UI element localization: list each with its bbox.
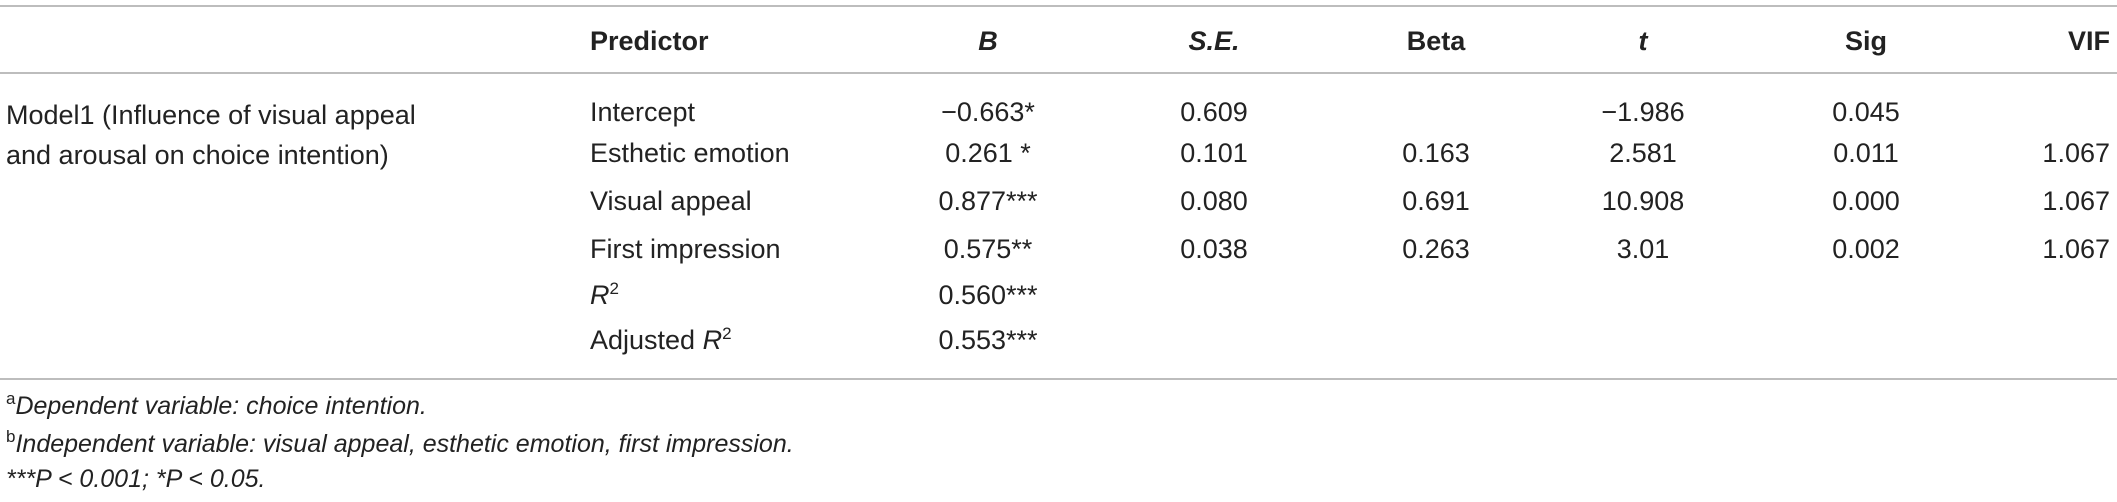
footnote-significance: ***P < 0.001; *P < 0.05. xyxy=(6,463,265,495)
row-esthetic-se: 0.101 xyxy=(1180,138,1248,168)
row-first-impression-b: 0.575** xyxy=(943,234,1033,264)
row-visual-se: 0.080 xyxy=(1180,186,1248,216)
footnote-b-marker: b xyxy=(6,427,16,446)
header-t: t xyxy=(1638,26,1648,56)
footnote-a-text: Dependent variable: choice intention. xyxy=(15,392,427,420)
adjusted-r2-prefix: Adjusted xyxy=(590,325,703,355)
row-intercept-predictor: Intercept xyxy=(590,97,696,127)
row-visual-vif: 1.067 xyxy=(2042,186,2110,216)
row-first-impression-sig: 0.002 xyxy=(1832,234,1900,264)
header-predictor: Predictor xyxy=(590,26,709,56)
adjusted-r2-symbol: R xyxy=(702,325,723,355)
row-r2-value: 0.560*** xyxy=(938,280,1038,310)
footnote-b-text: Independent variable: visual appeal, est… xyxy=(15,430,794,458)
row-intercept-b: −0.663* xyxy=(941,97,1035,127)
r2-symbol: R xyxy=(590,280,610,310)
row-visual-sig: 0.000 xyxy=(1832,186,1900,216)
row-esthetic-b: 0.261 * xyxy=(945,138,1031,168)
header-se: S.E. xyxy=(1188,26,1240,56)
row-visual-beta: 0.691 xyxy=(1402,186,1470,216)
row-first-impression-beta: 0.263 xyxy=(1402,234,1470,264)
footnote-b: bIndependent variable: visual appeal, es… xyxy=(6,428,794,460)
row-first-impression-se: 0.038 xyxy=(1180,234,1248,264)
row-visual-t: 10.908 xyxy=(1601,186,1685,216)
header-sig: Sig xyxy=(1844,26,1888,56)
row-visual-b: 0.877*** xyxy=(938,186,1038,216)
row-esthetic-predictor: Esthetic emotion xyxy=(590,138,790,168)
row-esthetic-vif: 1.067 xyxy=(2042,138,2110,168)
header-vif: VIF xyxy=(2067,26,2110,56)
row-first-impression-vif: 1.067 xyxy=(2042,234,2110,264)
model-label: Model1 (Influence of visual appeal and a… xyxy=(6,100,416,170)
row-intercept-t: −1.986 xyxy=(1601,97,1685,127)
table-top-rule xyxy=(0,5,2117,7)
footnote-a-marker: a xyxy=(6,389,16,408)
row-intercept-se: 0.609 xyxy=(1180,97,1248,127)
header-beta: Beta xyxy=(1406,26,1466,56)
row-esthetic-beta: 0.163 xyxy=(1402,138,1470,168)
row-first-impression-t: 3.01 xyxy=(1616,234,1670,264)
header-b: B xyxy=(978,26,998,56)
row-adjusted-r2-label: Adjusted R2 xyxy=(590,323,732,357)
table-header-rule xyxy=(0,72,2117,74)
row-intercept-sig: 0.045 xyxy=(1832,97,1900,127)
footnote-significance-text: ***P < 0.001; *P < 0.05. xyxy=(6,465,266,493)
r2-superscript: 2 xyxy=(609,279,619,298)
adjusted-r2-superscript: 2 xyxy=(722,324,732,343)
row-r2-label: R2 xyxy=(590,278,619,312)
row-esthetic-t: 2.581 xyxy=(1609,138,1677,168)
row-visual-predictor: Visual appeal xyxy=(590,186,752,216)
footnote-a: aDependent variable: choice intention. xyxy=(6,390,427,422)
row-first-impression-predictor: First impression xyxy=(590,234,781,264)
row-adjusted-r2-value: 0.553*** xyxy=(938,325,1038,355)
row-esthetic-sig: 0.011 xyxy=(1833,138,1899,168)
table-bottom-rule xyxy=(0,378,2117,380)
